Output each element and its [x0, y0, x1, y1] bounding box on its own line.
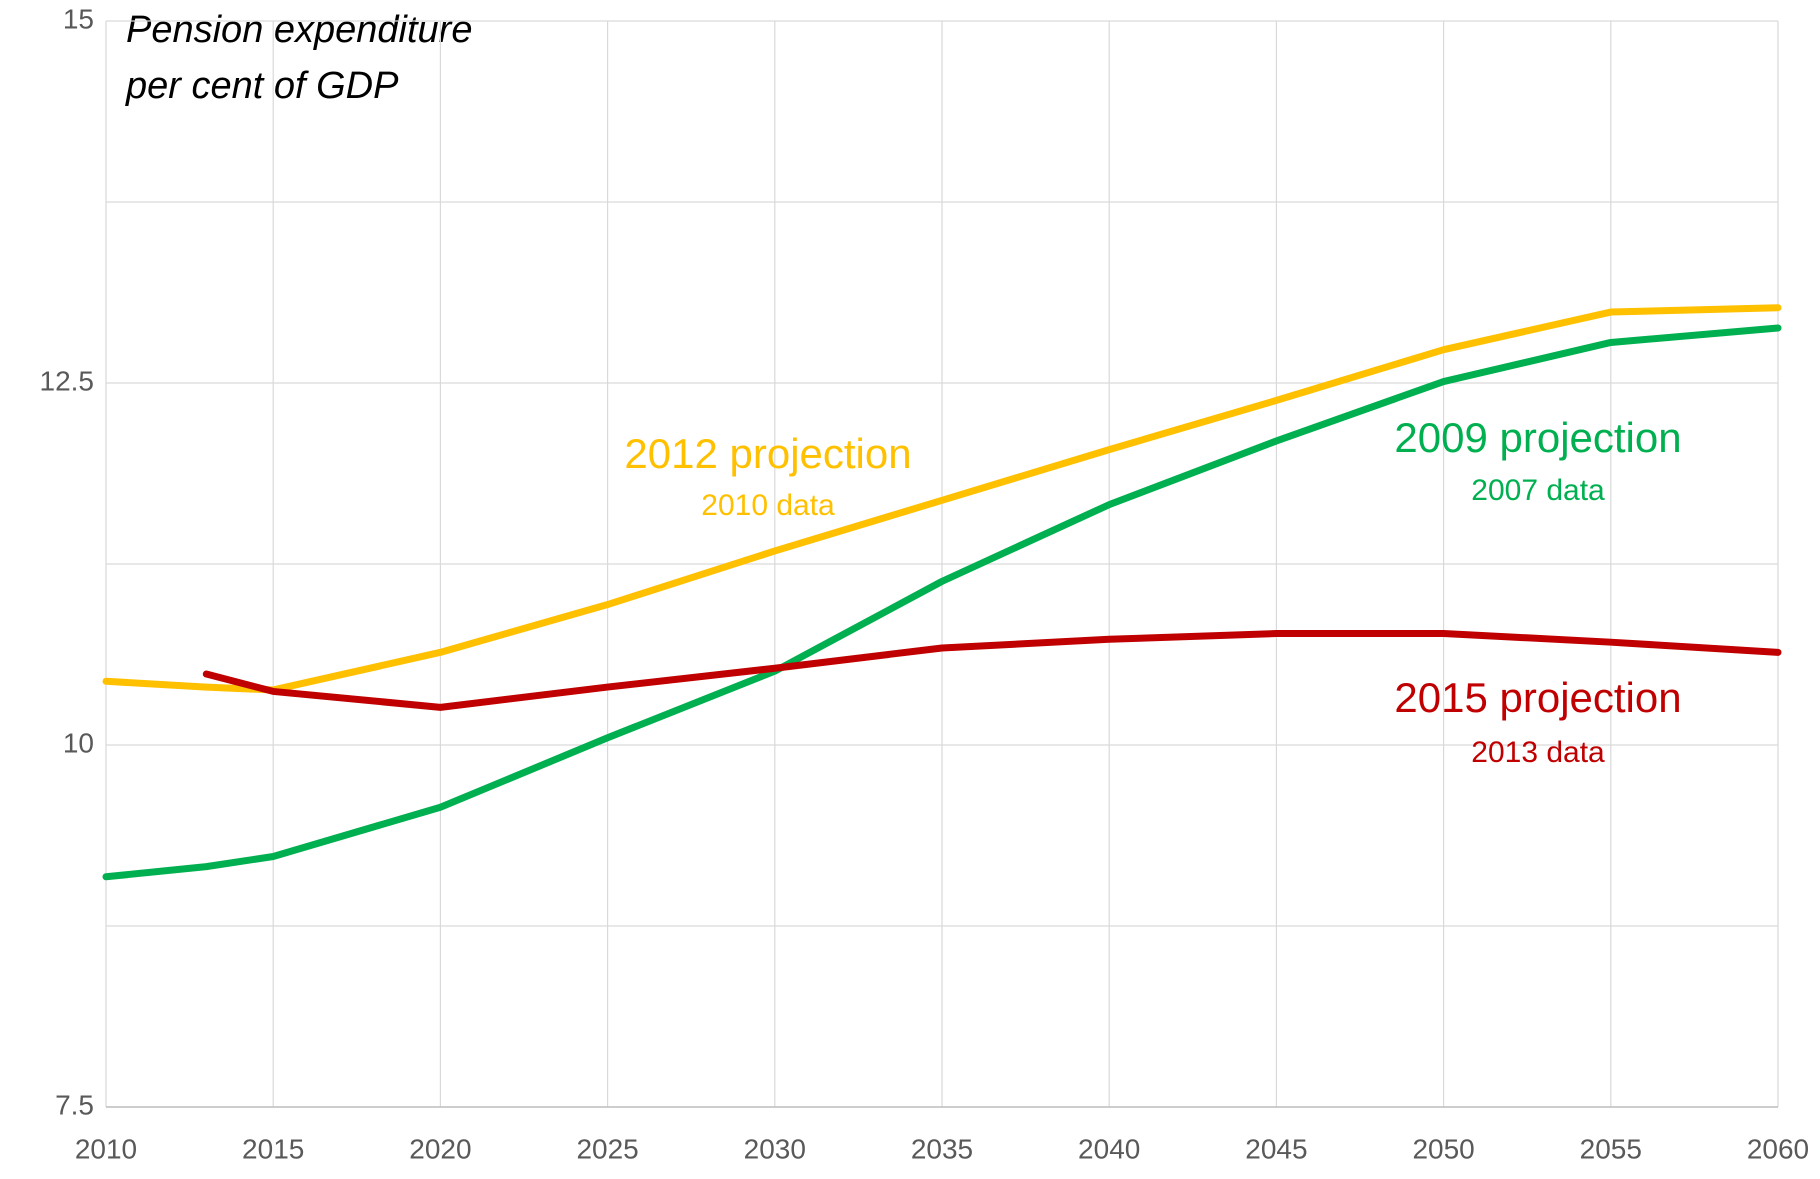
series-label: 2015 projection [1394, 674, 1681, 721]
x-tick-label: 2030 [744, 1133, 806, 1164]
series-note: 2013 data [1471, 736, 1605, 769]
x-tick-label: 2040 [1078, 1133, 1140, 1164]
x-tick-label: 2055 [1580, 1133, 1642, 1164]
series-line [102, 324, 1782, 881]
x-tick-label: 2050 [1412, 1133, 1474, 1164]
series-line [202, 630, 1782, 711]
series-label: 2009 projection [1394, 414, 1681, 461]
y-tick-label: 10 [63, 727, 94, 758]
series-note: 2007 data [1471, 474, 1605, 507]
x-tick-label: 2045 [1245, 1133, 1307, 1164]
chart-title: Pension expenditure [126, 9, 472, 51]
y-tick-label: 7.5 [55, 1089, 94, 1120]
y-tick-label: 15 [63, 3, 94, 34]
chart-title: per cent of GDP [125, 65, 399, 107]
series-label: 2012 projection [624, 430, 911, 477]
x-tick-label: 2025 [576, 1133, 638, 1164]
x-tick-label: 2035 [911, 1133, 973, 1164]
series-note: 2010 data [701, 489, 835, 522]
y-tick-label: 12.5 [40, 365, 95, 396]
x-tick-label: 2015 [242, 1133, 304, 1164]
x-tick-label: 2010 [75, 1133, 137, 1164]
x-tick-label: 2020 [409, 1133, 471, 1164]
x-tick-label: 2060 [1747, 1133, 1809, 1164]
